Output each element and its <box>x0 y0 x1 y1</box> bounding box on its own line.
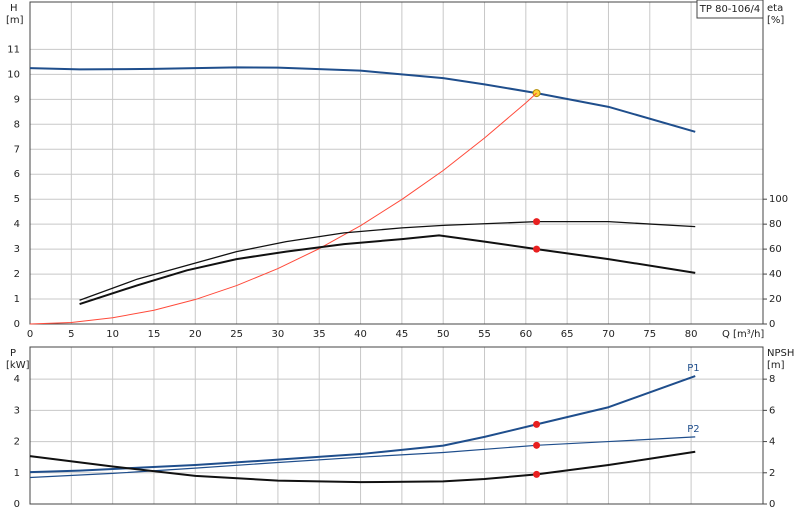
y-tick-label: 3 <box>14 244 20 255</box>
x-tick-label: 50 <box>437 329 450 340</box>
x-tick-label: 60 <box>519 329 532 340</box>
y2-tick-label: 60 <box>769 244 782 255</box>
curve <box>29 436 696 479</box>
y-tick-label: 9 <box>14 94 20 105</box>
y-tick-label: 0 <box>14 499 20 510</box>
y-axis-label: H <box>10 3 18 14</box>
y-tick-label: 1 <box>14 468 20 479</box>
x-tick-label: 80 <box>685 329 698 340</box>
plot-frame <box>29 346 764 505</box>
y2-axis-label: eta <box>767 3 783 14</box>
y-tick-label: 4 <box>14 219 20 230</box>
operating-point <box>533 470 541 478</box>
curve <box>79 234 696 305</box>
y-tick-label: 5 <box>14 194 20 205</box>
x-tick-label: 65 <box>561 329 574 340</box>
operating-point <box>533 218 541 226</box>
y-tick-label: 2 <box>14 437 20 448</box>
legend-text: TP 80-106/4 <box>699 4 760 15</box>
y2-tick-label: 20 <box>769 294 782 305</box>
series-label: P2 <box>687 424 699 435</box>
x-axis-label: Q [m³/h] <box>722 329 764 340</box>
x-tick-label: 0 <box>27 329 33 340</box>
y-tick-label: 7 <box>14 144 20 155</box>
y2-axis-label: NPSH <box>767 348 794 359</box>
y-tick-label: 10 <box>7 69 20 80</box>
y-tick-label: 0 <box>14 319 20 330</box>
x-tick-label: 15 <box>148 329 161 340</box>
y2-tick-label: 4 <box>769 437 775 448</box>
y-tick-label: 2 <box>14 269 20 280</box>
x-tick-label: 5 <box>68 329 74 340</box>
operating-point <box>533 420 541 428</box>
y-tick-label: 1 <box>14 294 20 305</box>
y2-tick-label: 40 <box>769 269 782 280</box>
x-tick-label: 75 <box>643 329 656 340</box>
operating-point <box>533 245 541 253</box>
curve <box>29 375 696 474</box>
y-tick-label: 6 <box>14 169 20 180</box>
x-tick-label: 30 <box>272 329 285 340</box>
x-tick-label: 70 <box>602 329 615 340</box>
y-axis-unit: [kW] <box>6 360 30 371</box>
x-tick-label: 40 <box>354 329 367 340</box>
y-tick-label: 8 <box>14 119 20 130</box>
y2-axis-unit: [%] <box>767 15 784 26</box>
plot-frame <box>29 1 764 325</box>
x-tick-label: 10 <box>106 329 119 340</box>
y2-tick-label: 2 <box>769 468 775 479</box>
curve <box>29 66 696 133</box>
x-tick-label: 45 <box>396 329 409 340</box>
y2-tick-label: 80 <box>769 219 782 230</box>
curve <box>79 221 696 301</box>
y-axis-label: P <box>10 348 16 359</box>
x-tick-label: 20 <box>189 329 202 340</box>
y-tick-label: 4 <box>14 374 20 385</box>
x-tick-label: 35 <box>313 329 326 340</box>
y-tick-label: 3 <box>14 405 20 416</box>
curve <box>29 450 696 484</box>
y-axis-unit: [m] <box>6 15 24 26</box>
y2-tick-label: 8 <box>769 374 775 385</box>
y2-tick-label: 0 <box>769 319 775 330</box>
curve <box>29 92 537 325</box>
x-tick-label: 55 <box>478 329 491 340</box>
operating-point <box>533 441 541 449</box>
y2-tick-label: 100 <box>769 194 788 205</box>
y2-axis-unit: [m] <box>767 360 785 371</box>
series-label: P1 <box>687 363 699 374</box>
y2-tick-label: 6 <box>769 405 775 416</box>
x-tick-label: 25 <box>230 329 243 340</box>
y2-tick-label: 0 <box>769 499 775 510</box>
legend-box <box>696 0 764 19</box>
y-tick-label: 11 <box>7 44 20 55</box>
